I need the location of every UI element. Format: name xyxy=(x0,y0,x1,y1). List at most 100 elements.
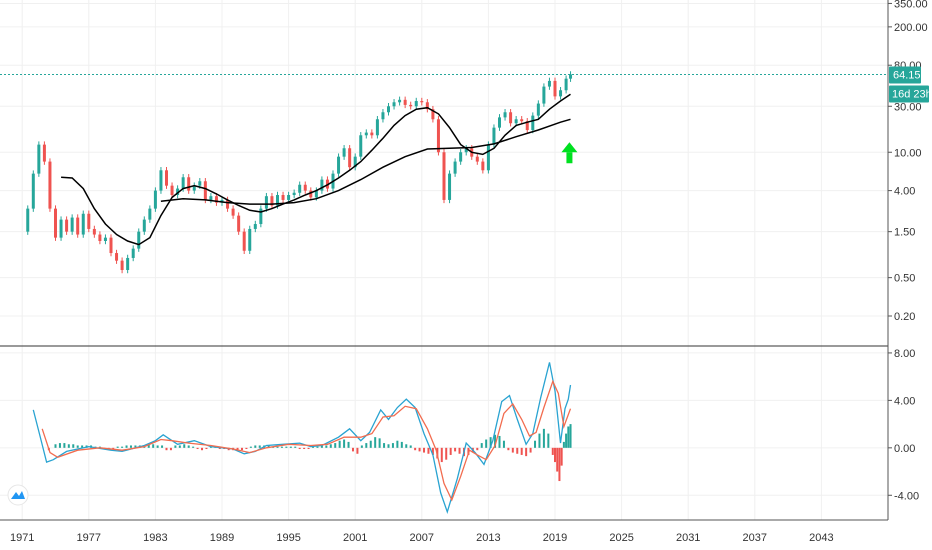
candle-body xyxy=(525,121,529,131)
macd-histogram-bar xyxy=(72,444,75,448)
candle-body xyxy=(192,185,196,191)
x-tick-label: 1989 xyxy=(210,532,234,544)
macd-histogram-bar xyxy=(374,437,377,448)
arrow-stem xyxy=(566,152,573,164)
candle-body xyxy=(92,228,96,235)
macd-histogram-bar xyxy=(67,444,70,448)
time-axis[interactable]: 1971 1977 1983 1989 1995 2001 2007 2013 2019 2025… xyxy=(10,532,834,544)
macd-histogram-bar xyxy=(307,447,310,450)
macd-histogram-bar xyxy=(542,428,545,448)
candle-body xyxy=(109,237,113,254)
macd-histogram-bar xyxy=(58,443,61,448)
candle-body xyxy=(226,199,230,209)
candle-body xyxy=(115,253,119,261)
macd-histogram-bar xyxy=(351,447,354,452)
macd-histogram-bar xyxy=(121,446,124,448)
macd-histogram-bar xyxy=(511,447,514,453)
candle-body xyxy=(203,181,207,200)
candle-body xyxy=(137,231,141,249)
macd-histogram-bar xyxy=(201,447,204,451)
candle-body xyxy=(87,213,91,229)
candle-body xyxy=(309,190,313,198)
candle-body xyxy=(409,104,413,107)
macd-histogram-bar xyxy=(440,447,443,463)
y-tick-label: 0.50 xyxy=(894,273,915,285)
macd-histogram-bar xyxy=(356,447,359,454)
macd-histogram-bar xyxy=(320,445,323,448)
macd-pane[interactable] xyxy=(32,362,572,515)
moving-average-line xyxy=(160,118,571,205)
price-pane[interactable] xyxy=(0,71,888,274)
candle-body xyxy=(531,115,535,131)
arrow-head xyxy=(561,142,578,153)
macd-histogram-bar xyxy=(267,445,270,448)
candle-body xyxy=(98,234,102,241)
candle-body xyxy=(514,119,518,124)
y-tick-label: 4.00 xyxy=(894,395,915,407)
candle-body xyxy=(414,101,418,107)
candle-body xyxy=(459,152,463,162)
x-tick-label: 1977 xyxy=(77,532,101,544)
macd-histogram-bar xyxy=(54,444,57,448)
candle-body xyxy=(553,80,557,97)
candle-body xyxy=(76,217,80,235)
macd-histogram-bar xyxy=(205,447,208,450)
macd-histogram-bar xyxy=(551,447,554,455)
macd-series-line xyxy=(41,379,572,502)
macd-histogram-bar xyxy=(236,447,239,451)
macd-histogram-bar xyxy=(174,445,177,448)
macd-lines xyxy=(32,362,572,515)
candle-body xyxy=(242,231,246,251)
candle-body xyxy=(398,99,402,103)
macd-histogram-bar xyxy=(196,447,199,450)
macd-histogram-bar xyxy=(276,446,279,448)
macd-histogram-bar xyxy=(507,447,510,451)
x-tick-label: 2037 xyxy=(743,532,767,544)
macd-histogram xyxy=(47,424,572,482)
candle-body xyxy=(153,190,157,209)
last-price-badge-bg xyxy=(889,66,921,84)
candle-body xyxy=(348,148,352,168)
macd-histogram-bar xyxy=(280,446,283,448)
macd-histogram-bar xyxy=(240,447,243,451)
last-price-badge: 64.15 xyxy=(889,66,921,84)
candle-body xyxy=(198,181,202,186)
x-tick-label: 2031 xyxy=(676,532,700,544)
macd-histogram-bar xyxy=(431,447,434,455)
candle-body xyxy=(148,208,152,220)
macd-histogram-bar xyxy=(316,446,319,448)
macd-histogram-bar xyxy=(312,446,315,448)
macd-axis[interactable]: 8.00 4.00 0.00 -4.00 xyxy=(888,348,919,502)
macd-histogram-bar xyxy=(391,443,394,448)
macd-histogram-bar xyxy=(560,447,563,466)
candle-body xyxy=(159,170,163,191)
macd-histogram-bar xyxy=(360,445,363,448)
candle-body xyxy=(481,161,485,171)
macd-histogram-bar xyxy=(489,437,492,448)
candle-body xyxy=(337,156,341,174)
x-tick-label: 2007 xyxy=(410,532,434,544)
candle-body xyxy=(26,208,30,232)
candle-body xyxy=(181,177,185,189)
candle-body xyxy=(420,101,424,103)
candle-body xyxy=(303,184,307,191)
candle-body xyxy=(342,148,346,157)
macd-histogram-bar xyxy=(565,433,568,448)
y-tick-label: 350.00 xyxy=(894,0,928,10)
macd-histogram-bar xyxy=(556,447,559,472)
candle-body xyxy=(70,217,74,232)
macd-histogram-bar xyxy=(383,443,386,448)
macd-histogram-bar xyxy=(147,444,150,448)
macd-histogram-bar xyxy=(76,445,79,448)
macd-histogram-bar xyxy=(63,443,66,448)
candle-body xyxy=(31,173,35,209)
candle-body xyxy=(131,248,135,258)
macd-histogram-bar xyxy=(112,447,115,450)
candle-body xyxy=(503,112,507,118)
macd-histogram-bar xyxy=(303,447,306,450)
candle-body xyxy=(542,86,546,104)
tradingview-logo-icon[interactable] xyxy=(7,484,29,506)
candle-body xyxy=(165,170,168,186)
candle-body xyxy=(170,185,174,196)
